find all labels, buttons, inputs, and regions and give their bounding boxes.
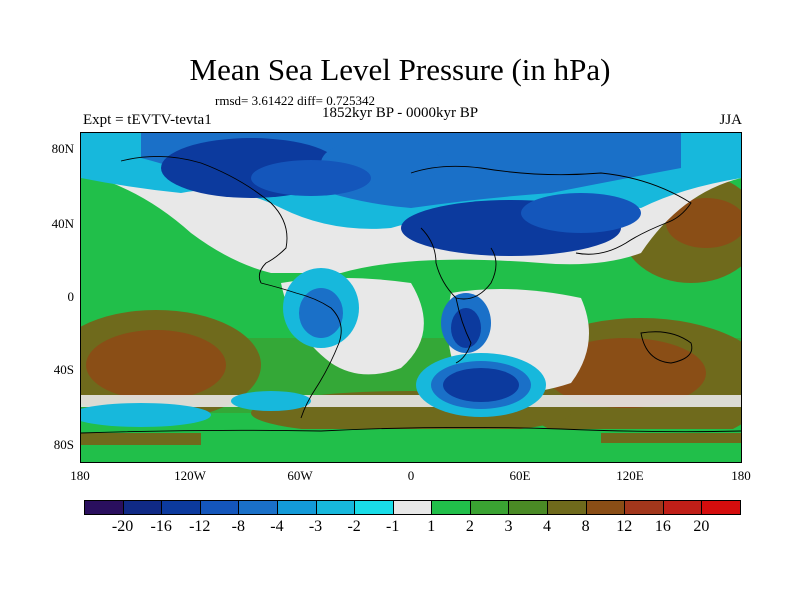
colorbar-label: 16	[654, 518, 671, 535]
lon-label-60e: 60E	[509, 468, 531, 483]
colorbar-cell	[276, 500, 317, 515]
colorbar-cell	[315, 500, 356, 515]
colorbar-cell	[585, 500, 626, 515]
colorbar-cell	[701, 500, 741, 515]
lon-label-180e: 180	[731, 468, 751, 483]
colorbar-cell	[431, 500, 471, 515]
colorbar-label: -16	[150, 518, 172, 535]
colorbar-label: 20	[693, 518, 710, 535]
colorbar-cell	[392, 500, 433, 515]
season-label: JJA	[719, 112, 742, 128]
lat-label-80s: 80S	[53, 437, 74, 452]
colorbar-cell	[354, 500, 394, 515]
lon-label-180w: 180	[70, 468, 90, 483]
time-period: 1852kyr BP - 0000kyr BP	[322, 105, 479, 121]
colorbar-cell	[469, 500, 510, 515]
lat-label-40n: 40N	[51, 216, 74, 231]
lon-label-60w: 60W	[287, 468, 313, 483]
colorbar-cell	[624, 500, 664, 515]
pressure-anomaly-map	[80, 132, 742, 463]
colorbar-cell	[199, 500, 240, 515]
colorbar-label: 4	[543, 518, 552, 535]
colorbar-cell	[547, 500, 587, 515]
colorbar-label: 2	[465, 518, 474, 535]
colorbar-cell	[508, 500, 549, 515]
colorbar-label: -4	[270, 518, 284, 535]
lon-label-120e: 120E	[616, 468, 644, 483]
rmsd-diff-stats: rmsd= 3.61422 diff= 0.725342	[215, 93, 375, 108]
colorbar-cell	[84, 500, 124, 515]
lat-label-80n: 80N	[51, 141, 74, 156]
colorbar-label: 8	[581, 518, 590, 535]
colorbar-label: -1	[386, 518, 400, 535]
lat-label-40s: 40S	[53, 362, 74, 377]
colorbar-label: 1	[427, 518, 436, 535]
colorbar-label: -3	[308, 518, 323, 535]
lon-label-0: 0	[407, 468, 415, 483]
colorbar-cell	[238, 500, 278, 515]
lat-label-0: 0	[67, 289, 75, 304]
colorbar-cell	[662, 500, 703, 515]
chart-title: Mean Sea Level Pressure (in hPa)	[189, 52, 611, 87]
colorbar-label: 12	[616, 518, 633, 535]
colorbar-label: -8	[231, 518, 245, 535]
colorbar-cell	[161, 500, 201, 515]
colorbar-label: 3	[504, 518, 513, 535]
map-field	[81, 133, 741, 462]
colorbar-label: -20	[111, 518, 134, 535]
colorbar	[84, 500, 741, 515]
colorbar-cell	[122, 500, 163, 515]
colorbar-label: -12	[189, 518, 211, 535]
experiment-label: Expt = tEVTV-tevta1	[83, 112, 212, 128]
lon-label-120w: 120W	[174, 468, 206, 483]
colorbar-label: -2	[347, 518, 361, 535]
